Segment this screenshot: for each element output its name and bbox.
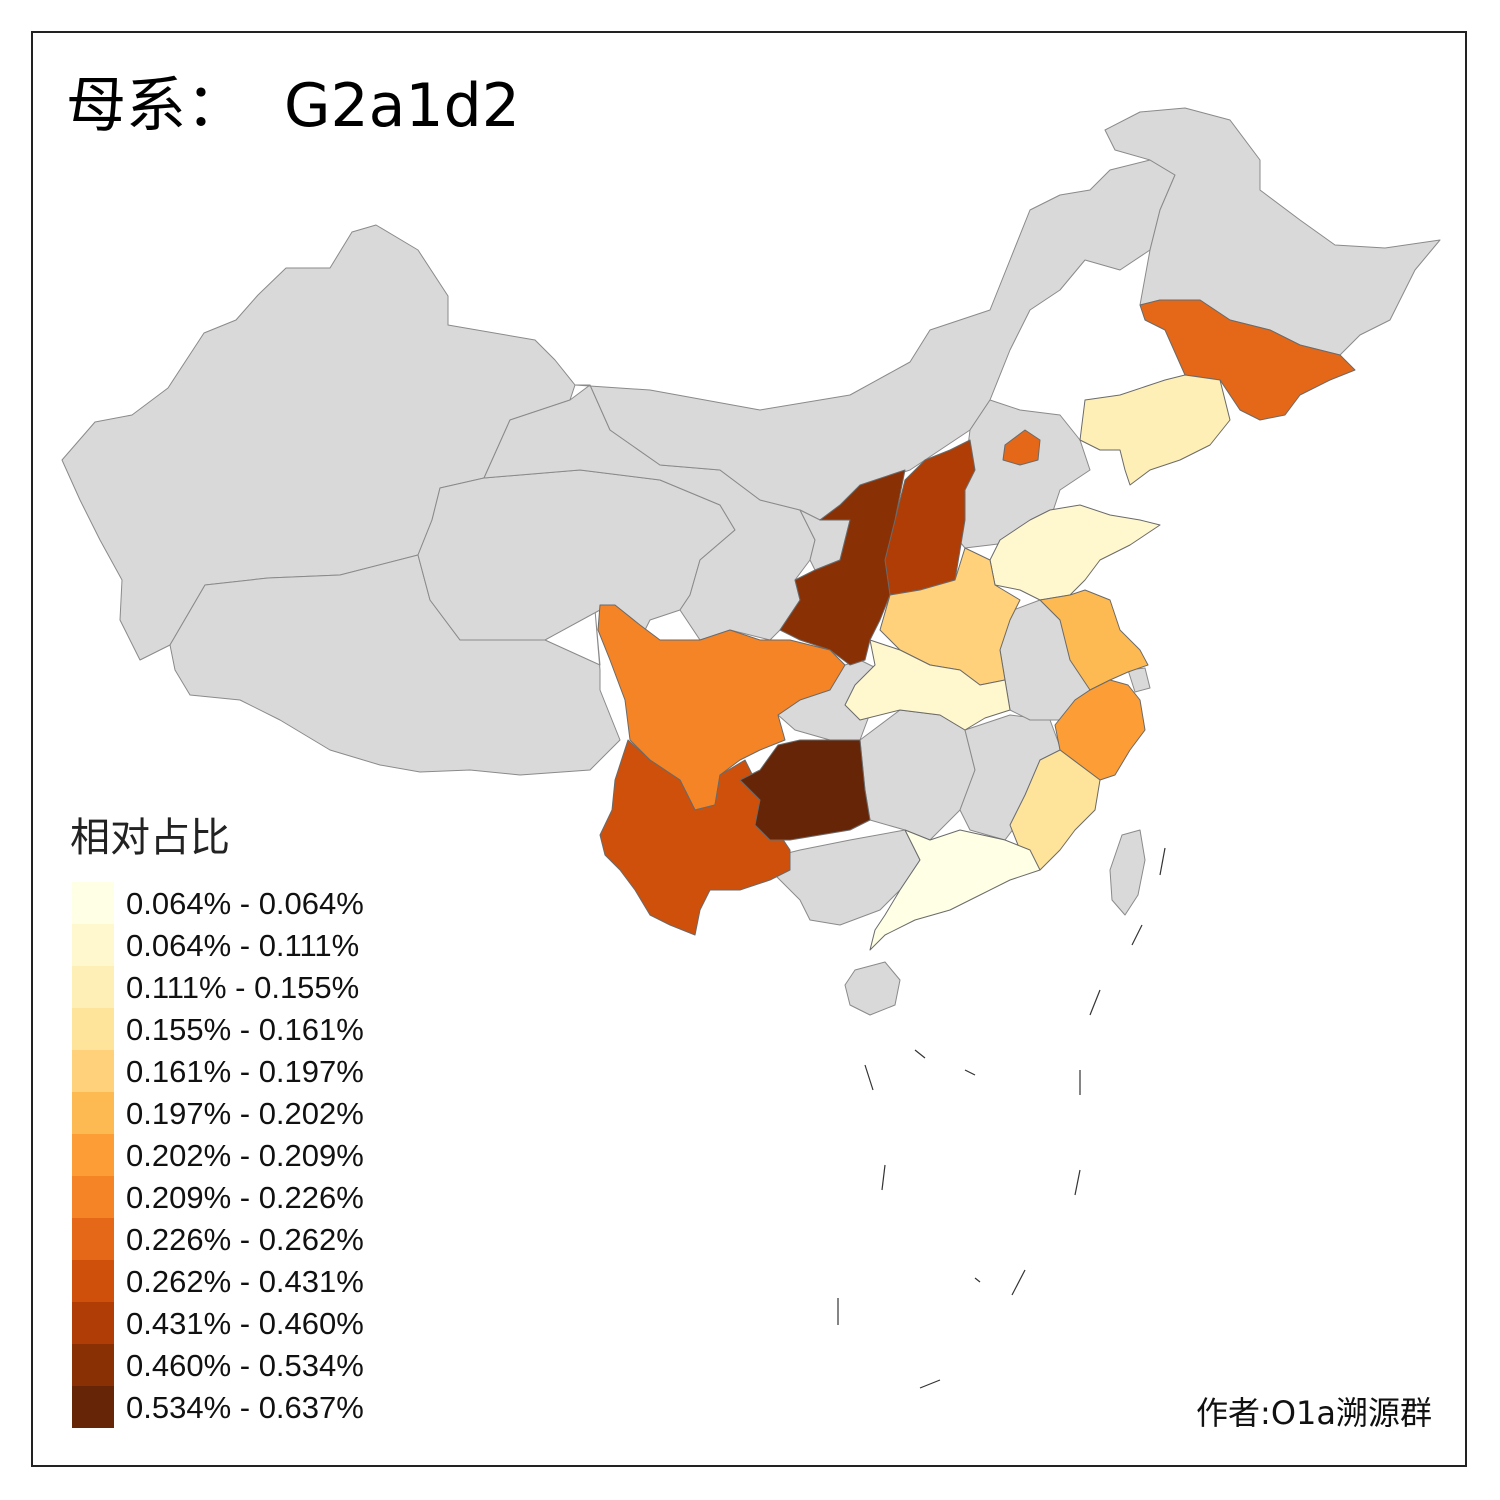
haplogroup-name: G2a1d2 xyxy=(284,71,520,141)
legend-label: 0.202% - 0.209% xyxy=(126,1138,364,1173)
region-tibet xyxy=(169,554,621,776)
no-data-regions xyxy=(61,107,1441,1016)
region-shaanxi xyxy=(779,469,906,666)
legend-label: 0.209% - 0.226% xyxy=(126,1180,364,1215)
legend-swatch xyxy=(72,1260,114,1302)
legend-swatch xyxy=(72,1344,114,1386)
region-hubei xyxy=(844,639,1011,731)
legend-swatch xyxy=(72,924,114,966)
legend-label: 0.161% - 0.197% xyxy=(126,1054,364,1089)
map-frame xyxy=(31,31,1467,1467)
legend-swatch xyxy=(72,882,114,924)
region-liaoning xyxy=(1079,374,1231,486)
region-shandong xyxy=(989,504,1161,601)
legend-swatch xyxy=(72,966,114,1008)
legend-swatch xyxy=(72,1302,114,1344)
region-jilin xyxy=(1139,299,1356,421)
legend-swatch xyxy=(72,1008,114,1050)
offshore-islands xyxy=(837,847,1166,1389)
legend-label: 0.197% - 0.202% xyxy=(126,1096,364,1131)
region-taiwan xyxy=(1109,829,1146,916)
legend-swatch xyxy=(72,1050,114,1092)
legend-label: 0.111% - 0.155% xyxy=(126,970,360,1005)
title-prefix: 母系： xyxy=(66,71,246,141)
legend-swatch xyxy=(72,1218,114,1260)
legend-label: 0.262% - 0.431% xyxy=(126,1264,364,1299)
region-guizhou xyxy=(739,739,871,841)
legend-swatch xyxy=(72,1092,114,1134)
legend-label: 0.431% - 0.460% xyxy=(126,1306,364,1341)
region-shanghai xyxy=(1127,667,1151,693)
legend-label: 0.155% - 0.161% xyxy=(126,1012,364,1047)
region-guangxi xyxy=(759,829,921,926)
region-yunnan xyxy=(599,739,791,936)
region-fujian xyxy=(1009,749,1101,871)
region-inner-mongolia xyxy=(574,159,1176,521)
legend-label: 0.226% - 0.262% xyxy=(126,1222,364,1257)
author-credit: 作者:O1a溯源群 xyxy=(1196,1394,1432,1432)
legend-swatch xyxy=(72,1386,114,1428)
legend-label: 0.534% - 0.637% xyxy=(126,1390,364,1425)
region-beijing xyxy=(1002,429,1041,466)
region-hunan xyxy=(859,709,976,841)
legend-swatch xyxy=(72,1176,114,1218)
legend-title: 相对占比 xyxy=(70,815,230,861)
legend-label: 0.460% - 0.534% xyxy=(126,1348,364,1383)
region-guangdong xyxy=(869,829,1041,951)
legend-label: 0.064% - 0.111% xyxy=(126,928,360,963)
region-jiangsu xyxy=(1039,589,1149,691)
legend-label: 0.064% - 0.064% xyxy=(126,886,364,921)
legend-swatch xyxy=(72,1134,114,1176)
region-heilongjiang xyxy=(1104,107,1441,356)
map-title: 母系： G2a1d2 xyxy=(66,76,520,136)
region-hainan xyxy=(844,961,901,1016)
region-sichuan xyxy=(597,604,846,811)
